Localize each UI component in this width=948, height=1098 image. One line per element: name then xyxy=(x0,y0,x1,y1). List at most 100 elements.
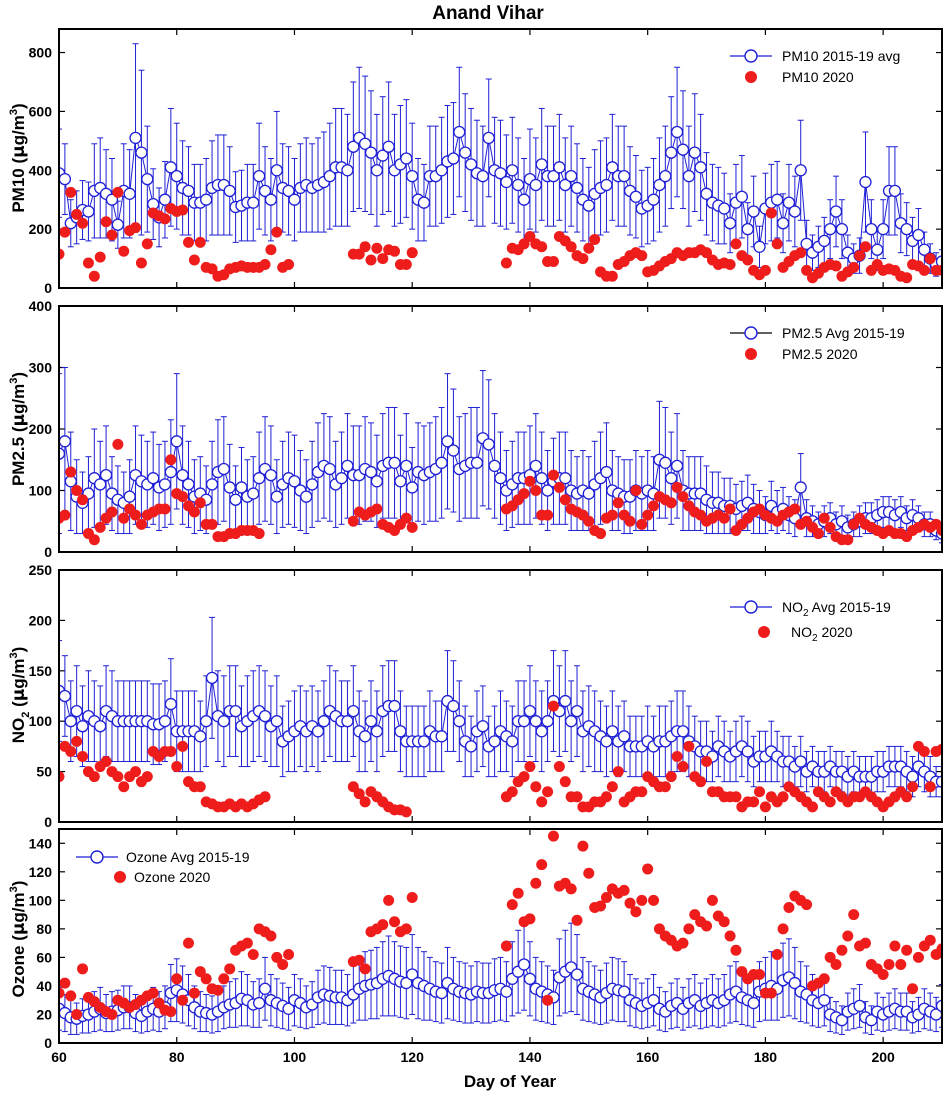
cur-point xyxy=(730,791,742,803)
cur-point xyxy=(789,503,801,515)
cur-point xyxy=(801,264,813,276)
cur-point xyxy=(547,469,559,481)
cur-point xyxy=(406,891,418,903)
y-tick-label: 300 xyxy=(29,360,53,376)
cur-point xyxy=(630,906,642,918)
legend-pm10: PM10 2015-19 avg PM10 2020 xyxy=(730,48,900,85)
y-tick-label: 100 xyxy=(29,713,53,729)
x-tick-label: 120 xyxy=(401,1049,425,1065)
avg-point xyxy=(606,161,619,174)
avg-point xyxy=(906,770,919,783)
cur-point xyxy=(665,497,677,509)
cur-point xyxy=(553,761,565,773)
avg-point xyxy=(871,243,884,256)
avg-point xyxy=(76,720,89,733)
avg-point xyxy=(464,158,478,171)
avg-point xyxy=(564,170,578,183)
avg-point xyxy=(564,715,578,728)
cur-point xyxy=(600,791,612,803)
cur-point xyxy=(571,914,583,926)
cur-point xyxy=(377,253,389,265)
cur-point xyxy=(718,512,730,524)
avg-point xyxy=(323,170,336,183)
avg-point xyxy=(600,735,613,748)
avg-point xyxy=(341,459,354,473)
y-tick-label: 0 xyxy=(44,1035,52,1051)
cur-point xyxy=(400,806,412,818)
avg-point xyxy=(270,490,283,503)
cur-point xyxy=(559,494,571,506)
avg-point xyxy=(217,462,230,476)
cur-point xyxy=(636,518,648,530)
avg-point xyxy=(818,994,831,1007)
cur-point xyxy=(907,983,919,995)
cur-point xyxy=(359,241,371,253)
cur-point xyxy=(795,247,807,259)
y-tick-label: 250 xyxy=(29,562,53,578)
cur-point xyxy=(907,781,919,793)
avg-point xyxy=(300,490,313,503)
cur-point xyxy=(188,987,200,999)
avg-point xyxy=(347,704,360,718)
y-tick-label: 20 xyxy=(36,1006,52,1022)
cur-point xyxy=(547,700,559,712)
avg-point xyxy=(559,472,572,485)
cur-point xyxy=(624,897,636,909)
avg-point xyxy=(417,735,431,748)
cur-point xyxy=(212,984,224,996)
y-axis-label-pm25: PM2.5 (μg/m3) xyxy=(8,372,29,486)
cur-point xyxy=(518,771,530,783)
cur-point xyxy=(918,264,930,276)
avg-point xyxy=(794,755,807,768)
cur-point xyxy=(859,241,871,253)
avg-point xyxy=(258,710,272,723)
cur-point xyxy=(135,518,147,530)
avg-point xyxy=(741,222,754,236)
avg-point xyxy=(370,725,384,738)
cur-point xyxy=(500,257,512,269)
avg-point xyxy=(488,735,501,748)
avg-point xyxy=(582,199,595,212)
cur-point xyxy=(200,973,212,985)
avg-point xyxy=(205,478,219,491)
avg-point xyxy=(205,671,219,685)
cur-point xyxy=(265,930,277,942)
avg-point xyxy=(358,730,372,743)
avg-point xyxy=(665,472,678,485)
avg-point xyxy=(111,218,125,231)
avg-point xyxy=(500,985,513,998)
avg-point xyxy=(99,468,113,482)
cur-point xyxy=(130,766,142,778)
avg-point xyxy=(447,152,460,165)
legend-avg-label: NO2 Avg 2015-19 xyxy=(782,599,891,619)
avg-point xyxy=(229,704,242,718)
cur-point xyxy=(677,491,689,503)
cur-point xyxy=(536,859,548,871)
cur-point xyxy=(836,944,848,956)
cur-point xyxy=(106,1008,118,1020)
cur-point xyxy=(241,937,253,949)
marks xyxy=(59,830,942,1035)
cur-point xyxy=(259,791,271,803)
avg-point xyxy=(935,775,942,788)
avg-point xyxy=(676,143,690,156)
marks xyxy=(59,367,942,546)
cur-point xyxy=(771,949,783,961)
avg-point xyxy=(400,459,413,473)
avg-point xyxy=(659,170,672,183)
avg-point xyxy=(435,456,448,469)
cur-point xyxy=(82,257,94,269)
legend-cur-label: Ozone 2020 xyxy=(134,869,210,885)
cur-point xyxy=(683,740,695,752)
avg-point xyxy=(200,193,213,206)
avg-point xyxy=(264,468,278,482)
avg-point xyxy=(482,131,495,145)
avg-point xyxy=(288,475,301,488)
cur-point xyxy=(806,801,818,813)
cur-point xyxy=(754,969,766,981)
avg-point xyxy=(600,178,613,192)
cur-point xyxy=(147,987,159,999)
cur-point xyxy=(194,781,206,793)
y-tick-label: 0 xyxy=(44,280,52,296)
